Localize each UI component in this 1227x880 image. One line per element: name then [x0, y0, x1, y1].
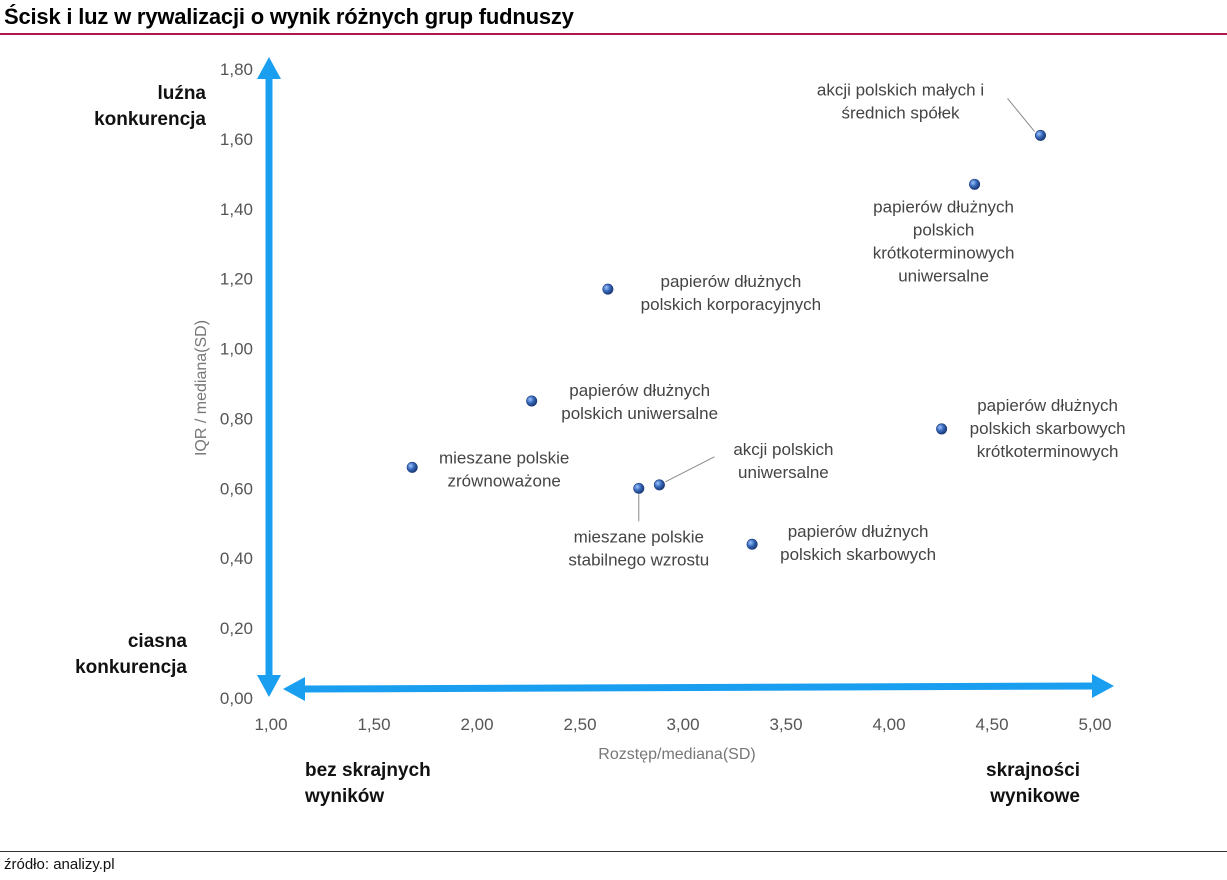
point-label-line: papierów dłużnych	[788, 522, 929, 541]
y-tick-label: 0,40	[220, 549, 253, 568]
point-label-line: uniwersalne	[738, 463, 829, 482]
point-label-line: zrównoważone	[447, 471, 560, 490]
leader-line	[665, 456, 715, 483]
point-label-line: akcji polskich	[733, 440, 833, 459]
point-label: mieszane polskie stabilnego wzrostu	[568, 527, 709, 569]
point-label-line: papierów dłużnych	[977, 396, 1118, 415]
y-tick-label: 0,60	[220, 479, 253, 498]
annotation-line: konkurencja	[75, 657, 187, 678]
scatter-chart: 0,00 0,20 0,40 0,60 0,80 1,00 1,20 1,40 1,60 1,80…	[75, 57, 1126, 807]
point-label: papierów dłużnych polskich skarbowych krót…	[970, 396, 1126, 461]
x-tick-label: 2,00	[460, 715, 493, 734]
point-label-line: średnich spółek	[841, 103, 960, 122]
x-axis-arrow-left-head	[283, 677, 305, 701]
y-tick-label: 1,60	[220, 130, 253, 149]
point-label-line: papierów dłużnych	[873, 197, 1014, 216]
point-label-line: stabilnego wzrostu	[568, 550, 709, 569]
data-point	[526, 395, 538, 407]
data-point	[406, 461, 418, 473]
annotation-extreme-results: skrajności wynikowe	[986, 760, 1080, 807]
point-label-line: mieszane polskie	[574, 527, 704, 546]
data-point	[1035, 129, 1047, 141]
x-tick-label: 3,00	[666, 715, 699, 734]
x-tick-label: 4,50	[975, 715, 1008, 734]
leader-line	[1007, 98, 1035, 132]
y-tick-label: 1,40	[220, 200, 253, 219]
x-axis-arrow-right-head	[1092, 674, 1114, 698]
data-point	[969, 178, 981, 190]
point-label-line: polskich	[913, 220, 974, 239]
point-label-line: akcji polskich małych i	[817, 80, 984, 99]
point-label: papierów dłużnych polskich uniwersalne	[561, 381, 718, 423]
x-tick-label: 3,50	[769, 715, 802, 734]
annotation-line: ciasna	[128, 631, 188, 652]
data-point	[936, 423, 948, 435]
point-label-line: krótkoterminowych	[873, 243, 1015, 262]
x-tick-label: 4,00	[872, 715, 905, 734]
point-label-line: polskich korporacyjnych	[641, 295, 821, 314]
annotation-no-extreme-results: bez skrajnych wyników	[304, 760, 431, 807]
annotation-line: wyników	[304, 786, 384, 807]
data-point	[653, 479, 665, 491]
data-point	[746, 538, 758, 550]
point-label: papierów dłużnych polskich skarbowych	[780, 522, 936, 564]
y-tick-label: 1,80	[220, 60, 253, 79]
point-label-line: uniwersalne	[898, 266, 989, 285]
chart-title: Ścisk i luz w rywalizacji o wynik różnyc…	[4, 4, 574, 29]
x-tick-label: 5,00	[1078, 715, 1111, 734]
point-label-line: papierów dłużnych	[569, 381, 710, 400]
point-label-line: polskich skarbowych	[780, 545, 936, 564]
y-axis-label: IQR / mediana(SD)	[193, 320, 210, 456]
annotation-line: skrajności	[986, 760, 1080, 781]
annotation-line: bez skrajnych	[305, 760, 431, 781]
point-label: papierów dłużnych polskich korporacyjnych	[641, 272, 821, 314]
point-label: akcji polskich małych i średnich spółek	[817, 80, 984, 122]
source-note: źródło: analizy.pl	[4, 856, 115, 873]
point-label: akcji polskich uniwersalne	[733, 440, 833, 482]
x-tick-label: 1,50	[357, 715, 390, 734]
x-axis-arrow-shaft	[299, 682, 1098, 693]
x-tick-label: 1,00	[254, 715, 287, 734]
data-point	[602, 283, 614, 295]
point-label: papierów dłużnych polskich krótkoterminowy…	[873, 197, 1015, 285]
point-label-line: mieszane polskie	[439, 448, 569, 467]
x-tick-label: 2,50	[563, 715, 596, 734]
annotation-tight-competition: ciasna konkurencja	[75, 631, 187, 678]
y-tick-label: 0,80	[220, 409, 253, 428]
source-divider	[0, 851, 1227, 852]
y-tick-label: 0,20	[220, 619, 253, 638]
point-label: mieszane polskie zrównoważone	[439, 448, 569, 490]
y-tick-label: 1,20	[220, 270, 253, 289]
x-axis-label: Rozstęp/mediana(SD)	[598, 746, 755, 763]
point-label-line: polskich skarbowych	[970, 419, 1126, 438]
data-point	[633, 482, 645, 494]
point-label-line: polskich uniwersalne	[561, 404, 718, 423]
title-divider	[0, 33, 1227, 35]
point-label-line: papierów dłużnych	[660, 272, 801, 291]
y-tick-label: 0,00	[220, 689, 253, 708]
y-axis-arrow-down-head	[257, 675, 281, 697]
y-tick-label: 1,00	[220, 340, 253, 359]
annotation-line: luźna	[157, 83, 206, 104]
annotation-loose-competition: luźna konkurencja	[94, 83, 206, 130]
y-axis-arrow-up-head	[257, 57, 281, 79]
point-label-line: krótkoterminowych	[977, 442, 1119, 461]
annotation-line: wynikowe	[989, 786, 1080, 807]
annotation-line: konkurencja	[94, 109, 206, 130]
